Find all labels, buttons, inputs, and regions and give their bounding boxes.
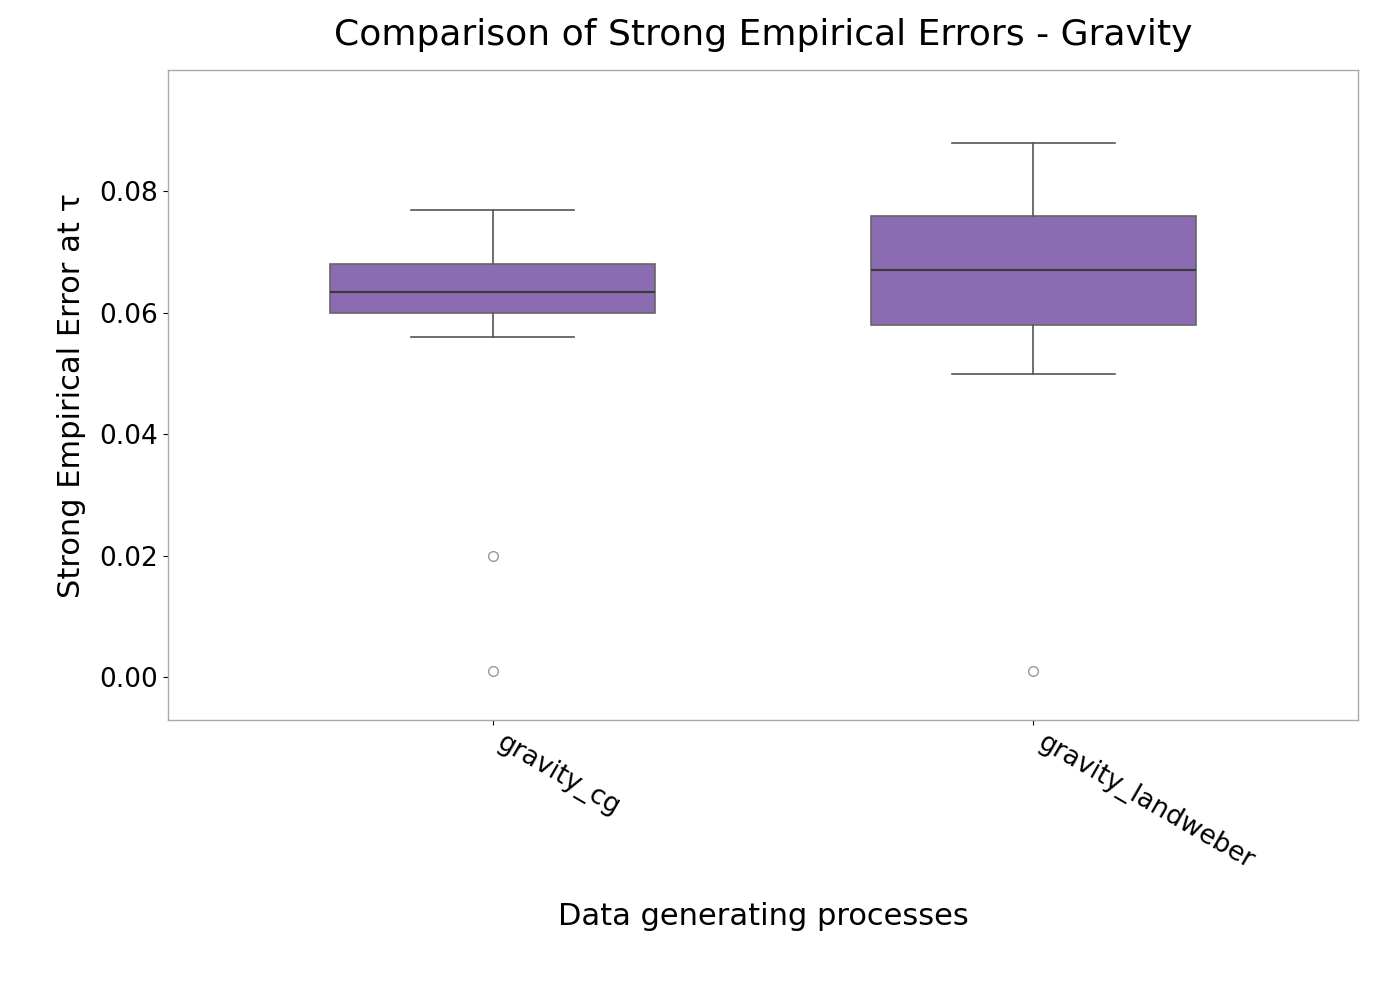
PathPatch shape <box>330 264 655 313</box>
Y-axis label: Strong Empirical Error at τ: Strong Empirical Error at τ <box>56 192 85 597</box>
PathPatch shape <box>871 216 1196 325</box>
Title: Comparison of Strong Empirical Errors - Gravity: Comparison of Strong Empirical Errors - … <box>333 18 1193 52</box>
X-axis label: Data generating processes: Data generating processes <box>557 902 969 931</box>
